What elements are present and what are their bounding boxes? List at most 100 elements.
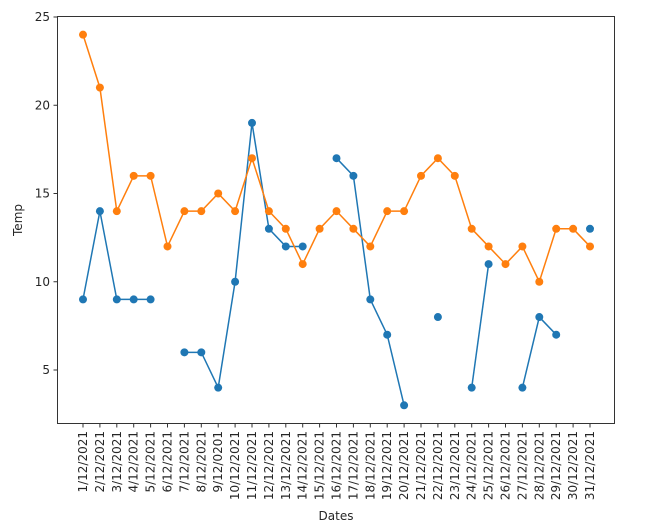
x-tick-label: 16/12/2021	[330, 431, 344, 500]
data-point-marker	[264, 224, 273, 233]
data-point-marker	[467, 383, 476, 392]
data-point-marker	[332, 154, 341, 163]
data-point-marker	[535, 313, 544, 322]
plot-frame	[57, 16, 615, 424]
y-tick-label: 15	[35, 187, 50, 201]
data-point-marker	[400, 401, 409, 410]
data-point-marker	[197, 348, 206, 357]
data-point-marker	[180, 207, 189, 216]
y-tick-label: 5	[42, 363, 50, 377]
series-1-line	[79, 118, 594, 410]
data-point-marker	[298, 260, 307, 269]
x-tick-label: 7/12/2021	[177, 431, 191, 493]
x-axis-label: Dates	[319, 509, 354, 523]
data-point-marker	[231, 207, 240, 216]
x-tick-label: 2/12/2021	[93, 431, 107, 493]
x-tick-label: 12/12/2021	[262, 431, 276, 500]
data-point-marker	[264, 207, 273, 216]
x-tick-label: 3/12/2021	[110, 431, 124, 493]
data-point-marker	[484, 242, 493, 251]
plot-series	[79, 30, 594, 410]
data-point-marker	[450, 171, 459, 180]
data-point-marker	[95, 83, 104, 92]
x-tick-label: 5/12/2021	[144, 431, 158, 493]
data-point-marker	[332, 207, 341, 216]
x-tick-label: 30/12/2021	[566, 431, 580, 500]
series-2-line	[79, 30, 594, 286]
x-tick-label: 14/12/2021	[296, 431, 310, 500]
data-point-marker	[129, 171, 138, 180]
y-tick-label: 25	[35, 10, 50, 24]
data-point-marker	[298, 242, 307, 251]
y-tick-label: 20	[35, 98, 50, 112]
data-point-marker	[433, 313, 442, 322]
line-segment	[335, 157, 405, 406]
line-segment	[184, 122, 303, 391]
data-point-marker	[552, 224, 561, 233]
y-axis: 5 10 15 20 25	[35, 10, 58, 377]
data-point-marker	[400, 207, 409, 216]
x-tick-label: 1/12/2021	[76, 431, 90, 493]
data-point-marker	[146, 171, 155, 180]
data-point-marker	[315, 224, 324, 233]
data-point-marker	[163, 242, 172, 251]
data-point-marker	[433, 154, 442, 163]
x-tick-label: 24/12/2021	[465, 431, 479, 500]
data-point-marker	[231, 277, 240, 286]
data-point-marker	[349, 224, 358, 233]
x-tick-label: 8/12/2021	[194, 431, 208, 493]
data-point-marker	[112, 207, 121, 216]
x-tick-label: 15/12/2021	[313, 431, 327, 500]
data-point-marker	[586, 242, 594, 251]
x-tick-label: 31/12/2021	[583, 431, 597, 500]
x-tick-label: 28/12/2021	[532, 431, 546, 500]
data-point-marker	[586, 224, 594, 233]
x-tick-label: 22/12/2021	[431, 431, 445, 500]
data-point-marker	[569, 224, 578, 233]
data-point-marker	[552, 330, 561, 339]
data-point-marker	[180, 348, 189, 357]
x-tick-label: 20/12/2021	[397, 431, 411, 500]
data-point-marker	[214, 383, 223, 392]
x-tick-label: 6/12/2021	[161, 431, 175, 493]
data-point-marker	[281, 242, 290, 251]
x-tick-label: 26/12/2021	[499, 431, 513, 500]
x-tick-label: 11/12/2021	[245, 431, 259, 500]
data-point-marker	[197, 207, 206, 216]
y-tick-label: 10	[35, 275, 50, 289]
x-tick-label: 27/12/2021	[515, 431, 529, 500]
data-point-marker	[518, 242, 527, 251]
data-point-marker	[467, 224, 476, 233]
data-point-marker	[281, 224, 290, 233]
data-point-marker	[79, 30, 87, 39]
x-tick-label: 17/12/2021	[346, 431, 360, 500]
data-point-marker	[129, 295, 138, 304]
data-point-marker	[146, 295, 155, 304]
data-point-marker	[248, 118, 256, 127]
data-point-marker	[383, 207, 392, 216]
data-point-marker	[518, 383, 527, 392]
data-point-marker	[383, 330, 392, 339]
x-tick-label: 9/12/0201	[211, 431, 225, 493]
line-segment	[82, 211, 151, 301]
x-axis: 1/12/2021 2/12/2021 3/12/2021 4/12/2021 5/12…	[76, 423, 597, 500]
y-axis-label: Temp	[11, 204, 25, 237]
data-point-marker	[417, 171, 425, 180]
x-tick-label: 21/12/2021	[414, 431, 428, 500]
line-segment	[470, 263, 490, 388]
x-tick-label: 18/12/2021	[363, 431, 377, 500]
x-tick-label: 13/12/2021	[279, 431, 293, 500]
x-tick-label: 29/12/2021	[549, 431, 563, 500]
line-segment	[521, 315, 557, 388]
x-tick-label: 4/12/2021	[127, 431, 141, 493]
data-point-marker	[535, 277, 544, 286]
x-tick-label: 23/12/2021	[448, 431, 462, 500]
data-point-marker	[484, 260, 493, 269]
data-point-marker	[112, 295, 121, 304]
data-point-marker	[79, 295, 87, 304]
data-point-marker	[366, 295, 375, 304]
x-tick-label: 10/12/2021	[228, 431, 242, 500]
data-point-marker	[95, 207, 104, 216]
data-point-marker	[248, 154, 256, 163]
